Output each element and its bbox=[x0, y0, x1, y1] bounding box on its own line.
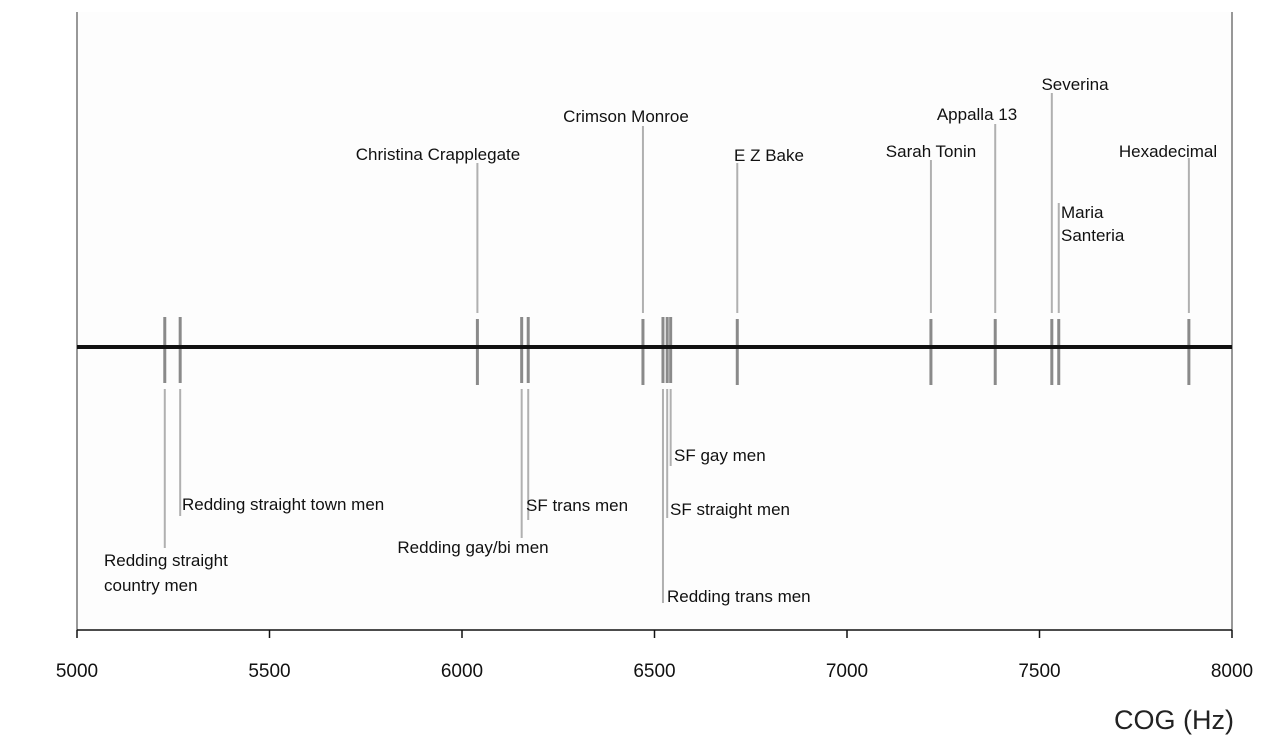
annotation-label-e-z-bake: E Z Bake bbox=[734, 146, 804, 165]
annotations: Christina Crapplegate Crimson Monroe E Z B… bbox=[104, 75, 1217, 606]
annotation-label-sf-straight-men: SF straight men bbox=[670, 500, 790, 519]
x-tick-label: 7000 bbox=[826, 661, 868, 682]
x-tick-label: 7500 bbox=[1018, 661, 1060, 682]
annotation-label-redding-gay-bi-men: Redding gay/bi men bbox=[397, 538, 548, 557]
annotation-label-maria-santeria: Santeria bbox=[1061, 226, 1125, 245]
annotation-label-maria-santeria: Maria bbox=[1061, 203, 1104, 222]
x-tick-label: 5000 bbox=[56, 661, 98, 682]
annotation-label-hexadecimal: Hexadecimal bbox=[1119, 142, 1217, 161]
x-tick-label: 8000 bbox=[1211, 661, 1253, 682]
annotation-label-christina-crapplegate: Christina Crapplegate bbox=[356, 145, 520, 164]
plot-background bbox=[77, 12, 1232, 630]
annotation-label-sf-gay-men: SF gay men bbox=[674, 446, 766, 465]
annotation-label-redding-straight-town-men: Redding straight town men bbox=[182, 495, 384, 514]
annotation-label-crimson-monroe: Crimson Monroe bbox=[563, 107, 689, 126]
annotation-label-sf-trans-men: SF trans men bbox=[526, 496, 628, 515]
x-tick-label: 6500 bbox=[633, 661, 675, 682]
annotation-label-redding-trans-men: Redding trans men bbox=[667, 587, 811, 606]
x-tick-label: 5500 bbox=[248, 661, 290, 682]
annotation-label-appalla-13: Appalla 13 bbox=[937, 105, 1017, 124]
x-axis-ticks: 5000 5500 6000 6500 7000 7500 8000 bbox=[56, 630, 1253, 682]
annotation-label-redding-straight-country-men: country men bbox=[104, 576, 198, 595]
annotation-label-redding-straight-country-men: Redding straight bbox=[104, 551, 228, 570]
x-axis-label: COG (Hz) bbox=[1114, 705, 1234, 735]
annotation-label-sarah-tonin: Sarah Tonin bbox=[886, 142, 976, 161]
annotation-label-severina: Severina bbox=[1041, 75, 1109, 94]
x-tick-label: 6000 bbox=[441, 661, 483, 682]
